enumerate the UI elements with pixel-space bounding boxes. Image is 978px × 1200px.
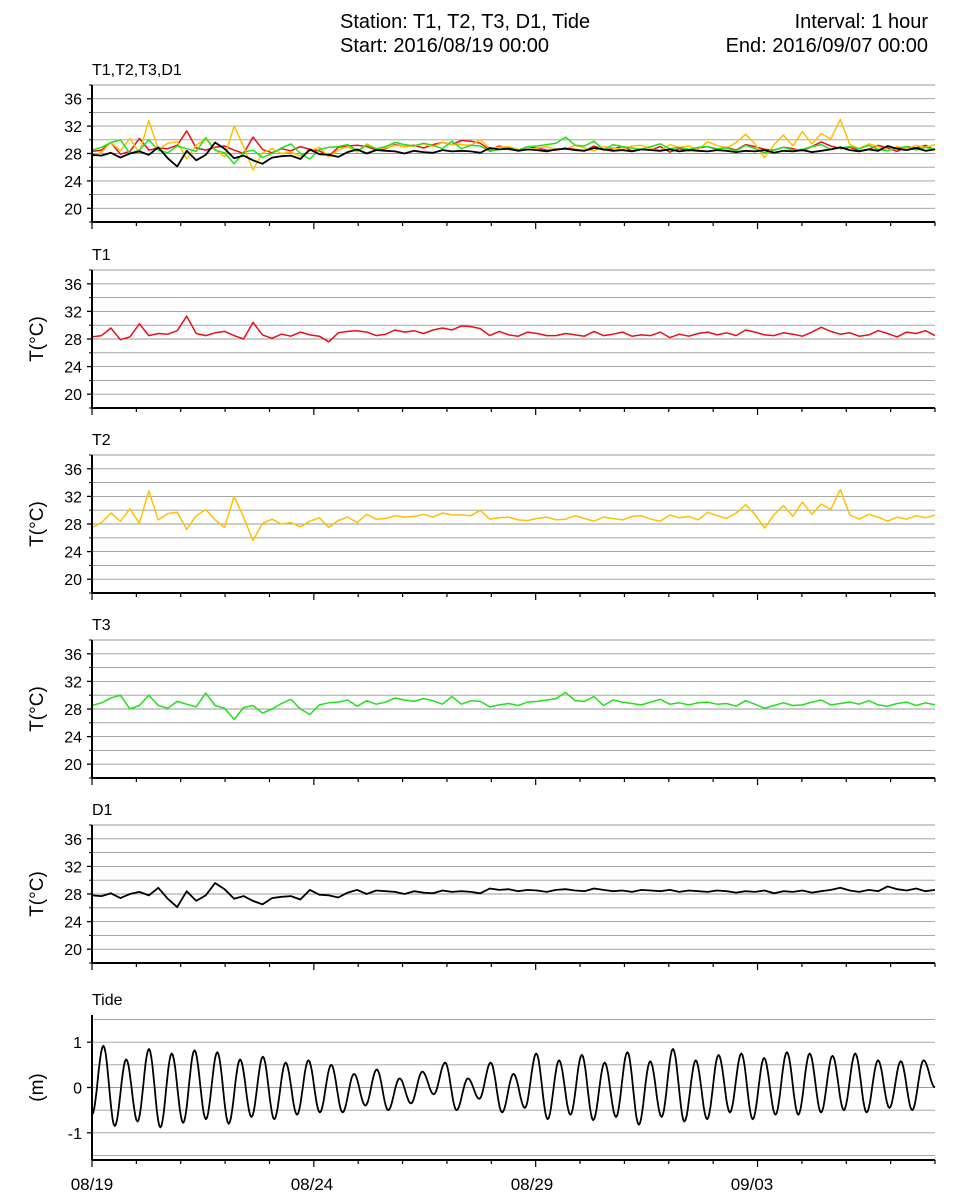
y-tick-label: 28 [64,702,82,719]
y-tick-label: 36 [64,462,82,479]
series-d1-line [91,141,936,168]
panel-title: T3 [92,617,111,634]
y-axis-label: T(°C) [27,316,48,362]
y-tick-label: 20 [64,387,82,404]
y-tick-label: 36 [64,277,82,294]
header-end: End: 2016/09/07 00:00 [725,35,928,57]
y-axis-label: T(°C) [27,871,48,917]
y-tick-label: 20 [64,201,82,218]
panel-title: T1,T2,T3,D1 [92,62,182,79]
y-tick-label: 24 [64,730,82,747]
y-axis-label: T(°C) [27,686,48,732]
y-tick-label: 0 [73,1081,82,1098]
series-t3-line [91,691,936,721]
x-tick-label: 08/24 [291,1175,334,1194]
y-tick-label: 24 [64,360,82,377]
y-tick-label: 1 [73,1035,82,1052]
x-tick-label: 08/29 [511,1175,554,1194]
y-tick-label: 36 [64,647,82,664]
y-tick-label: -1 [68,1126,82,1143]
y-tick-label: 28 [64,147,82,164]
y-tick-label: 36 [64,832,82,849]
y-tick-label: 28 [64,517,82,534]
y-tick-label: 32 [64,489,82,506]
x-tick-label: 09/03 [731,1175,774,1194]
panel-title: T1 [92,247,111,264]
y-tick-label: 20 [64,942,82,959]
panel-title: D1 [92,802,113,819]
series-t2-line [91,488,936,542]
y-tick-label: 32 [64,674,82,691]
y-tick-label: 24 [64,545,82,562]
panel-title: Tide [92,992,123,1009]
series-d1-line [91,882,936,908]
series-tide-line [91,1044,936,1129]
x-tick-label: 08/19 [71,1175,114,1194]
y-tick-label: 24 [64,915,82,932]
header-station: Station: T1, T2, T3, D1, Tide [340,11,591,33]
panel-title: T2 [92,432,111,449]
y-tick-label: 28 [64,332,82,349]
y-tick-label: 24 [64,174,82,191]
y-tick-label: 28 [64,887,82,904]
y-tick-label: 20 [64,572,82,589]
header-start: Start: 2016/08/19 00:00 [340,35,550,57]
series-t2-line [91,118,936,171]
y-axis-label: (m) [27,1073,48,1101]
series-t1-line [91,315,936,343]
y-tick-label: 32 [64,859,82,876]
y-tick-label: 20 [64,757,82,774]
y-tick-label: 32 [64,304,82,321]
y-axis-label: T(°C) [27,501,48,547]
y-tick-label: 32 [64,119,82,136]
y-tick-label: 36 [64,92,82,109]
header-interval: Interval: 1 hour [794,11,928,33]
